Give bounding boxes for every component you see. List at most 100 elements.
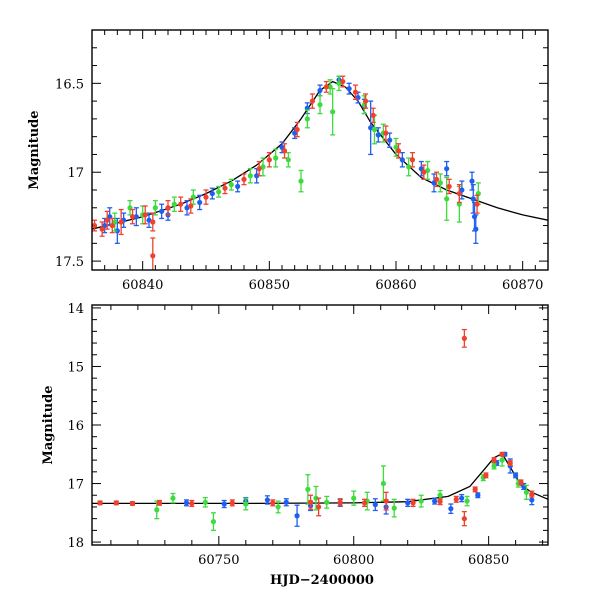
data-marker xyxy=(294,513,300,519)
data-point-red xyxy=(270,499,276,507)
data-point-red xyxy=(409,152,416,168)
data-marker xyxy=(159,208,165,214)
data-layer xyxy=(92,75,548,270)
data-point-red xyxy=(165,200,171,216)
y-tick-label: 15 xyxy=(67,360,84,375)
data-marker xyxy=(99,226,105,232)
data-marker xyxy=(375,132,381,138)
data-point-red xyxy=(456,184,462,204)
data-marker xyxy=(410,500,416,506)
data-marker xyxy=(383,130,389,136)
data-marker xyxy=(470,196,476,202)
data-point-green xyxy=(273,148,279,168)
plot-frame xyxy=(91,304,549,546)
y-axis-label-top: Magnitude xyxy=(27,110,42,189)
data-point-red xyxy=(189,499,195,508)
data-marker xyxy=(456,190,462,197)
x-tick-label: 60800 xyxy=(333,553,374,568)
data-point-blue xyxy=(114,217,120,244)
data-point-red xyxy=(472,486,478,493)
data-marker xyxy=(529,491,535,497)
data-point-red xyxy=(150,212,156,232)
data-point-red xyxy=(499,451,505,457)
data-point-green xyxy=(228,178,234,191)
data-marker xyxy=(437,180,443,186)
data-marker xyxy=(275,504,281,510)
data-marker xyxy=(97,500,103,506)
data-point-red xyxy=(156,499,163,506)
data-point-red xyxy=(383,491,389,511)
data-marker xyxy=(444,166,450,172)
data-marker xyxy=(507,460,513,466)
data-point-blue xyxy=(431,173,437,193)
series-blue xyxy=(183,451,535,527)
data-point-red xyxy=(188,198,194,214)
data-marker xyxy=(483,472,489,478)
data-marker xyxy=(150,219,156,225)
data-point-red xyxy=(363,93,369,109)
data-marker xyxy=(337,499,343,505)
data-marker xyxy=(210,518,217,525)
data-point-red xyxy=(421,164,427,180)
data-marker xyxy=(197,199,203,206)
data-point-red xyxy=(461,510,467,527)
data-point-red xyxy=(113,500,119,506)
data-point-blue xyxy=(513,472,519,479)
data-marker xyxy=(459,495,465,501)
data-point-green xyxy=(216,185,222,198)
data-point-green xyxy=(298,169,304,193)
data-marker xyxy=(363,98,369,104)
data-point-green xyxy=(437,173,443,193)
data-marker xyxy=(475,492,481,498)
data-marker xyxy=(216,189,222,195)
data-marker xyxy=(406,164,412,170)
data-point-red xyxy=(410,498,416,508)
data-point-red xyxy=(150,237,156,270)
data-marker xyxy=(165,205,171,211)
data-point-blue xyxy=(184,200,190,216)
data-point-green xyxy=(317,95,323,115)
data-marker xyxy=(113,500,119,506)
data-marker xyxy=(448,506,454,512)
data-point-blue xyxy=(107,207,113,227)
data-marker xyxy=(229,500,235,506)
data-marker xyxy=(221,501,227,507)
data-marker xyxy=(156,500,163,506)
y-tick-label: 18 xyxy=(67,536,84,551)
data-point-red xyxy=(370,107,376,124)
data-point-blue xyxy=(475,492,481,499)
data-marker xyxy=(247,173,253,179)
data-point-green xyxy=(190,189,196,205)
series-green xyxy=(154,453,530,532)
data-marker xyxy=(183,500,190,506)
data-point-blue xyxy=(283,498,289,507)
data-marker xyxy=(150,253,156,259)
data-point-green xyxy=(351,490,357,506)
data-marker xyxy=(109,222,115,229)
data-marker xyxy=(432,498,438,504)
x-tick-label: 60860 xyxy=(375,278,416,293)
data-marker xyxy=(142,212,148,218)
data-marker xyxy=(264,497,270,503)
data-marker xyxy=(405,500,411,506)
data-point-blue xyxy=(405,498,411,508)
data-marker xyxy=(154,507,160,513)
data-marker xyxy=(380,480,387,487)
data-marker xyxy=(309,98,315,104)
data-point-red xyxy=(491,457,497,464)
data-marker xyxy=(203,194,209,200)
data-point-red xyxy=(446,178,452,195)
data-marker xyxy=(446,183,452,190)
data-marker xyxy=(387,137,393,143)
data-point-green xyxy=(464,495,470,507)
data-marker xyxy=(317,87,323,94)
data-marker xyxy=(189,500,195,507)
data-point-green xyxy=(285,152,291,168)
data-point-blue xyxy=(346,82,352,95)
data-marker xyxy=(383,498,389,504)
data-marker xyxy=(256,166,262,172)
data-point-blue xyxy=(469,171,475,191)
data-marker xyxy=(171,201,177,207)
data-point-blue xyxy=(159,203,165,220)
